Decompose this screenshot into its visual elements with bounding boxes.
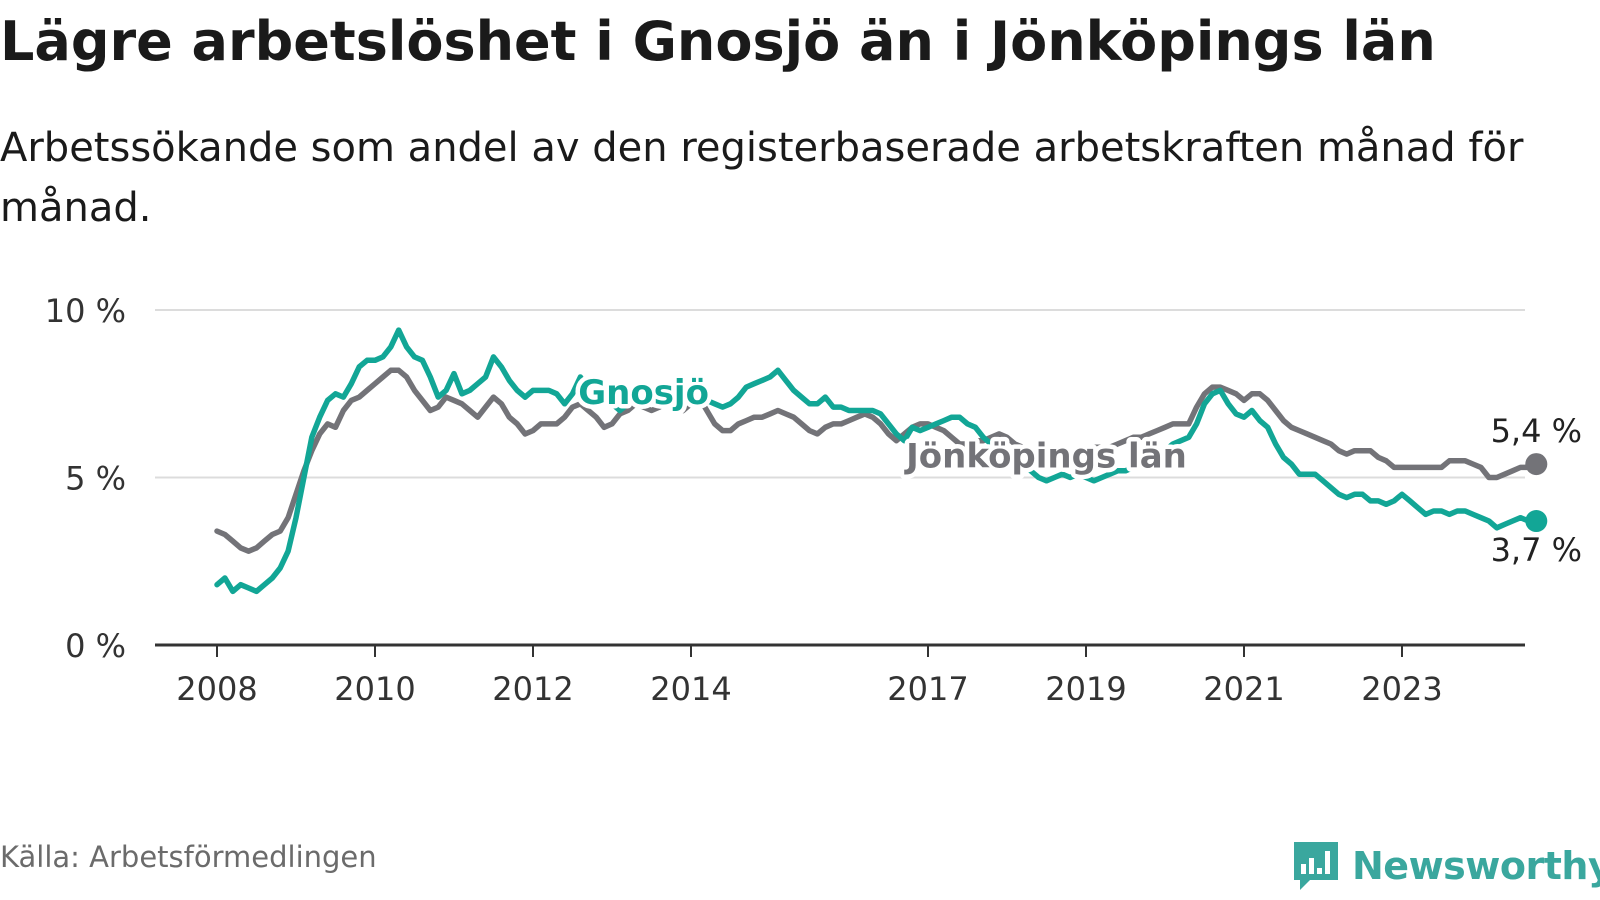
x-tick-label: 2010 (334, 670, 415, 708)
series-end-label-gnosjo: 3,7 % (1491, 531, 1582, 569)
brand-name: Newsworthy (1352, 844, 1600, 888)
series-name-label-gnosjo: Gnosjö (578, 373, 709, 413)
series-line-lan (214, 367, 1540, 554)
series-end-label-lan: 5,4 % (1491, 412, 1582, 450)
y-tick-label: 10 % (45, 292, 126, 330)
axes: 0 % 5 % 10 % 2008 2010 2012 2014 2017 2019 2021 20… (45, 292, 1525, 708)
bar-chart-speech-bubble-icon (1294, 842, 1338, 890)
x-tick-label: 2012 (492, 670, 573, 708)
y-tick-label: 5 % (65, 460, 126, 498)
series-end-dot-lan (1525, 453, 1548, 476)
series-line-gnosjo (214, 327, 1540, 595)
x-tick-label: 2023 (1361, 670, 1442, 708)
x-tick-label: 2019 (1045, 670, 1126, 708)
y-tick-label: 0 % (65, 627, 126, 665)
x-tick-label: 2014 (650, 670, 731, 708)
series-lines (214, 327, 1548, 595)
source-note: Källa: Arbetsförmedlingen (0, 840, 377, 874)
series-name-label-lan: Jönköpings län (904, 436, 1187, 476)
x-tick-label: 2008 (176, 670, 257, 708)
line-chart: 0 % 5 % 10 % 2008 2010 2012 2014 2017 2019 2021 20… (45, 292, 1582, 708)
x-tick-label: 2021 (1203, 670, 1284, 708)
chart-subtitle: Arbetssökande som andel av den registerb… (0, 125, 1524, 231)
newsworthy-brand[interactable]: Newsworthy (1290, 838, 1600, 894)
x-tick-label: 2017 (887, 670, 968, 708)
gridlines (155, 309, 1525, 479)
labels: 5,4 % Jönköpings län 3,7 % Gnosjö (574, 368, 1582, 569)
chart-title: Lägre arbetslöshet i Gnosjö än i Jönköpi… (0, 10, 1436, 73)
series-end-dot-gnosjo (1525, 510, 1548, 533)
